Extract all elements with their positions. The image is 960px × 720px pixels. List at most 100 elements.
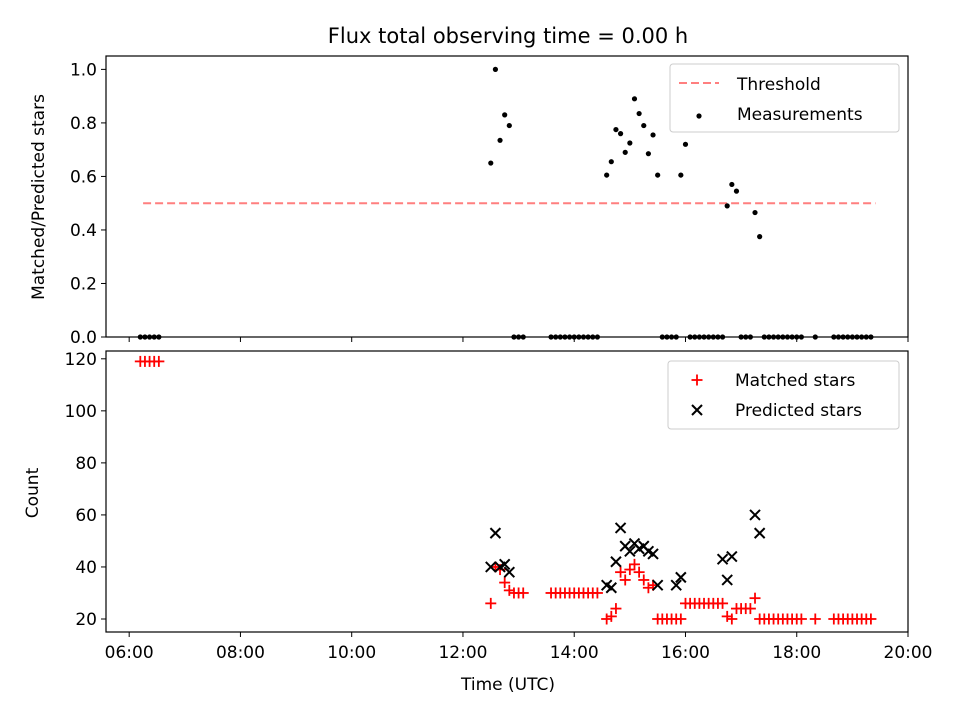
top-y-axis-label: Matched/Predicted stars <box>29 94 49 300</box>
chart-title: Flux total observing time = 0.00 h <box>328 24 688 48</box>
measurement-point <box>608 159 614 165</box>
predicted-star-point <box>489 527 502 539</box>
predicted-star-point <box>726 550 738 563</box>
top-ytick-label: 0.6 <box>70 167 97 187</box>
top-ytick-label: 0.2 <box>70 274 97 294</box>
top-panel: 0.0 0.2 0.4 0.6 0.8 1.0 Matched/Predicted sta… <box>29 55 909 348</box>
xtick-label: 18:00 <box>772 643 821 663</box>
measurement-point <box>636 110 642 117</box>
top-ytick-label: 0.8 <box>70 114 97 134</box>
legend-matched-label: Matched stars <box>735 371 855 391</box>
predicted-star-point <box>753 527 766 539</box>
bottom-y-axis-label: Count <box>23 467 43 518</box>
measurement-point <box>757 234 763 240</box>
measurement-point <box>641 122 647 129</box>
matched-star-point <box>601 613 613 625</box>
matched-star-point <box>624 564 636 576</box>
legend-predicted-label: Predicted stars <box>735 401 862 421</box>
matched-star-point <box>809 613 821 625</box>
measurement-point <box>752 209 758 216</box>
predicted-star-point <box>610 556 622 568</box>
matched-star-point <box>749 592 761 604</box>
bottom-legend: Matched stars Predicted stars <box>667 360 900 430</box>
x-axis-label: Time (UTC) <box>460 675 555 695</box>
top-panel-xticks <box>128 337 909 342</box>
top-plot-frame <box>105 55 909 338</box>
matched-star-point <box>717 597 729 609</box>
bottom-panel-xaxis: 06:00 08:00 10:00 12:00 14:00 16:00 18:00 20:00 <box>105 632 933 663</box>
predicted-star-point <box>503 566 516 578</box>
matched-star-point <box>619 574 631 586</box>
matched-star-point <box>675 613 687 625</box>
measurement-point <box>645 151 651 157</box>
bottom-ytick-label: 60 <box>75 506 97 526</box>
predicted-star-point <box>485 561 497 573</box>
legend-threshold-label: Threshold <box>736 75 821 95</box>
predicted-star-point <box>716 553 729 565</box>
matched-star-point <box>642 582 654 594</box>
top-ytick-label: 0.4 <box>70 221 97 241</box>
predicted-star-point <box>624 545 636 558</box>
matched-star-point <box>795 613 807 625</box>
bottom-panel: 20 40 60 80 100 120 06:00 08:00 10:00 12:00 14:00… <box>23 350 933 695</box>
bottom-ytick-label: 40 <box>75 558 97 578</box>
measurement-point <box>488 160 494 166</box>
measurement-point <box>492 66 499 72</box>
bottom-ytick-label: 20 <box>75 610 97 630</box>
predicted-star-point <box>498 558 511 571</box>
xtick-label: 10:00 <box>327 643 376 663</box>
predicted-star-point <box>647 548 659 560</box>
measurement-point <box>631 96 638 102</box>
legend-measurements-label: Measurements <box>737 105 863 125</box>
measurement-point <box>682 141 689 147</box>
matched-star-point <box>517 587 529 599</box>
measurement-point <box>655 172 661 178</box>
matched-star-point <box>721 610 733 622</box>
top-panel-yaxis: 0.0 0.2 0.4 0.6 0.8 1.0 <box>70 60 106 348</box>
top-legend-box <box>669 63 900 133</box>
top-legend: Threshold Measurements <box>669 63 900 133</box>
xtick-label: 20:00 <box>884 643 933 663</box>
measurement-point <box>497 137 503 143</box>
matched-star-point <box>153 355 165 367</box>
matched-star-point <box>726 613 738 625</box>
xtick-label: 06:00 <box>105 643 154 663</box>
measurement-point <box>617 131 624 137</box>
matched-star-point <box>485 597 497 609</box>
measurement-point <box>622 149 628 155</box>
matched-star-point <box>591 587 603 599</box>
legend-predicted-swatch <box>691 404 703 416</box>
predicted-star-point <box>675 571 687 584</box>
bottom-ytick-label: 120 <box>65 350 97 370</box>
xtick-label: 16:00 <box>661 643 710 663</box>
bottom-plot-frame <box>105 350 909 633</box>
bottom-ytick-label: 80 <box>75 454 97 474</box>
xtick-label: 12:00 <box>438 643 487 663</box>
matched-star-point <box>615 566 627 578</box>
bottom-panel-yaxis: 20 40 60 80 100 120 <box>65 350 106 630</box>
xtick-label: 14:00 <box>550 643 599 663</box>
predicted-star-point <box>721 574 733 586</box>
matched-star-point <box>610 603 622 615</box>
top-ytick-label: 0.0 <box>70 328 97 348</box>
measurement-point <box>729 181 735 188</box>
matched-star-point <box>499 577 511 589</box>
predicted-star-point <box>651 579 664 591</box>
legend-matched-swatch <box>691 374 703 386</box>
measurement-point <box>733 188 740 194</box>
measurement-point <box>650 132 656 138</box>
matched-star-point <box>638 574 650 586</box>
measurement-point <box>678 172 684 178</box>
matched-star-point <box>628 558 640 570</box>
top-ytick-label: 1.0 <box>70 60 97 80</box>
measurement-point <box>502 112 508 118</box>
bottom-ytick-label: 100 <box>65 402 97 422</box>
predicted-star-point <box>614 522 627 534</box>
bottom-legend-box <box>667 360 900 430</box>
legend-measurements-swatch <box>696 113 702 119</box>
matched-star-point <box>865 613 877 625</box>
matched-star-point <box>605 610 617 622</box>
measurement-point <box>627 140 633 146</box>
measurement-point <box>724 203 730 209</box>
